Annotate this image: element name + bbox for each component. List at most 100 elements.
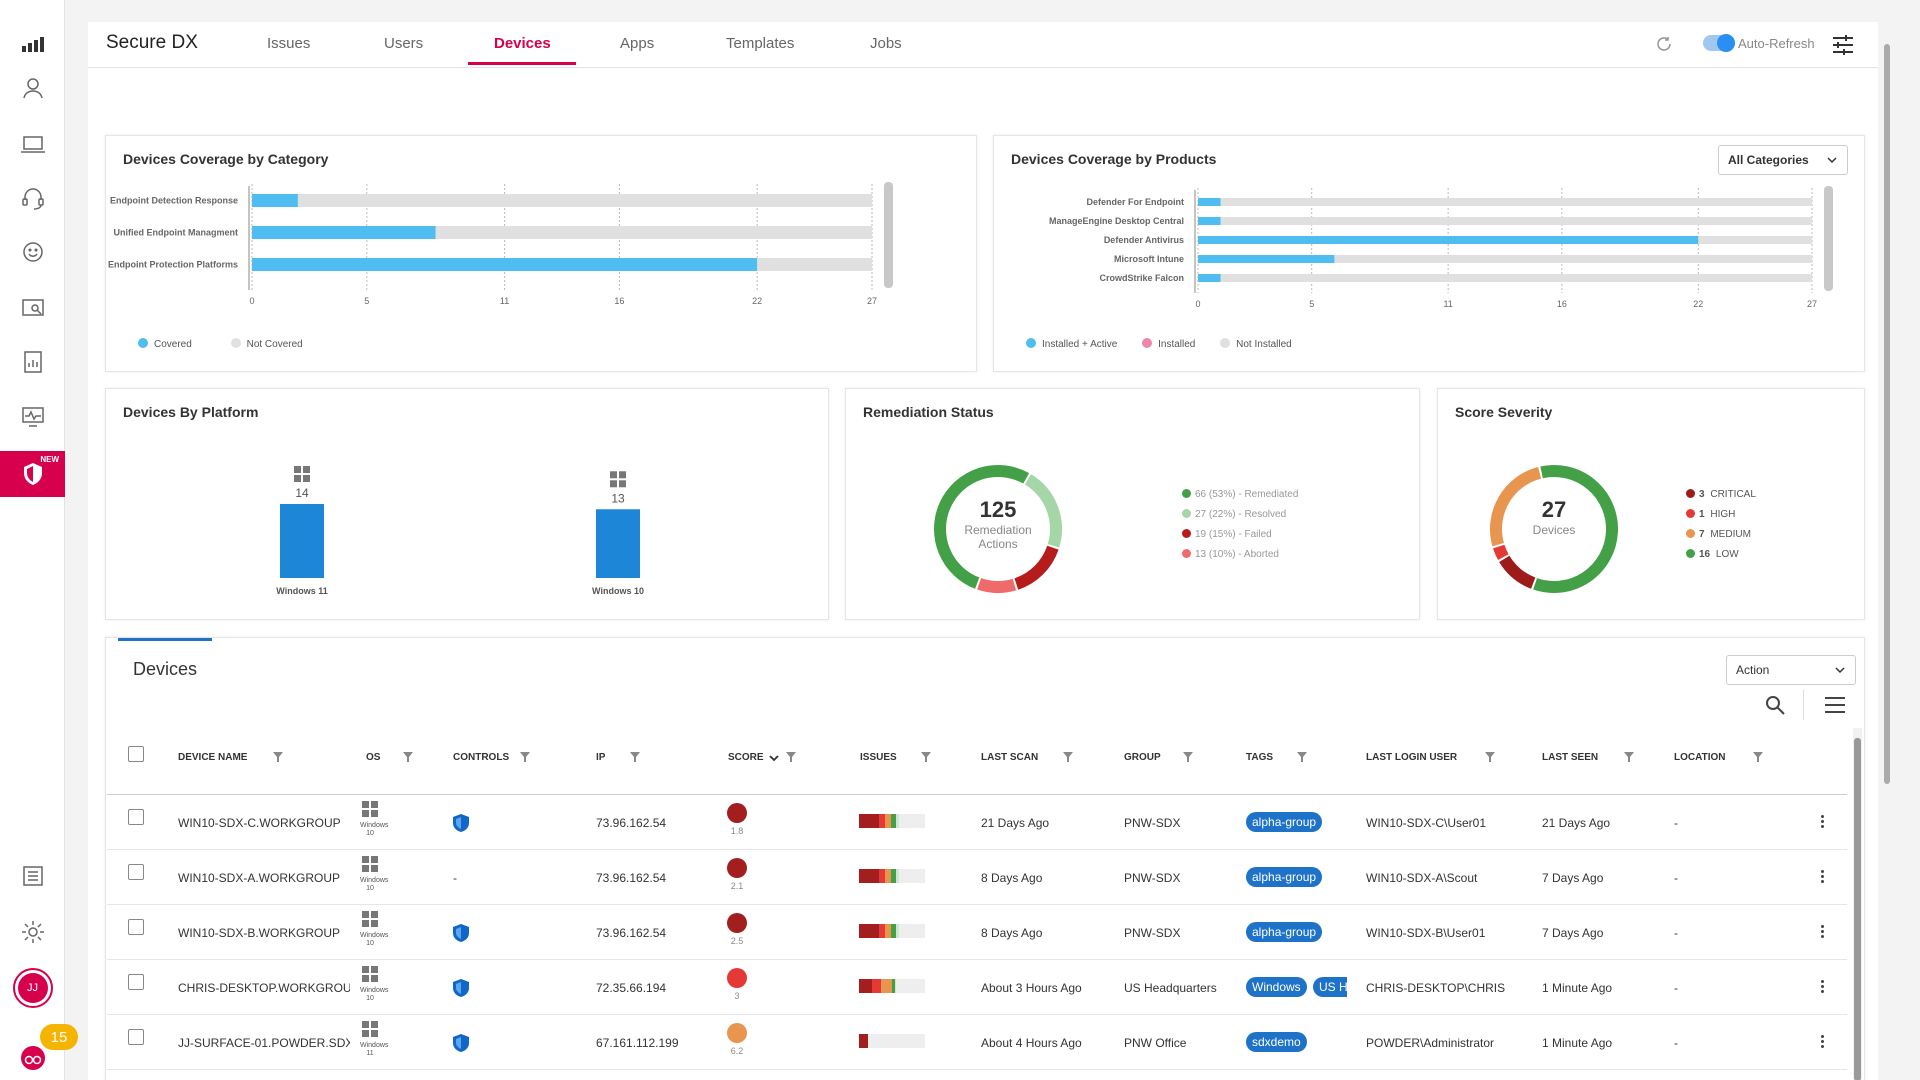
bar-not-covered <box>757 258 872 271</box>
left-rail: NEW JJ 15 <box>0 0 78 1080</box>
filter-icon[interactable] <box>1753 752 1763 762</box>
row-checkbox[interactable] <box>128 809 144 825</box>
severity-center-label: Devices <box>1532 523 1576 537</box>
issues-bar <box>859 869 925 883</box>
row-checkbox[interactable] <box>128 919 144 935</box>
row-checkbox[interactable] <box>128 864 144 880</box>
filter-icon[interactable] <box>1485 752 1495 762</box>
column-header-controls[interactable]: CONTROLS <box>453 752 510 763</box>
filter-icon[interactable] <box>630 752 640 762</box>
table-row[interactable]: JJ-SURFACE-01.POWDER.SDX Windows 11 67.16… <box>107 1015 1847 1070</box>
category-dropdown[interactable]: All Categories <box>1718 145 1848 175</box>
table-scrollbar[interactable] <box>1853 728 1862 1080</box>
tab-issues[interactable]: Issues <box>267 35 311 52</box>
row-checkbox[interactable] <box>128 974 144 990</box>
device-name[interactable]: JJ-SURFACE-01.POWDER.SDX <box>178 1036 350 1050</box>
signal-icon[interactable] <box>0 22 65 66</box>
table-row[interactable]: CHRIS-DESKTOP.WORKGROUP Windows 10 72.35.… <box>107 960 1847 1015</box>
report-icon[interactable] <box>0 340 65 384</box>
row-checkbox[interactable] <box>128 1029 144 1045</box>
headset-icon[interactable] <box>0 176 65 220</box>
user-icon[interactable] <box>0 66 65 110</box>
row-more-options-icon[interactable] <box>1821 870 1825 884</box>
user-avatar[interactable]: JJ <box>0 966 65 1010</box>
score-value: 6.2 <box>730 1046 744 1056</box>
tab-templates[interactable]: Templates <box>726 35 795 52</box>
row-more-options-icon[interactable] <box>1821 1035 1825 1049</box>
row-more-options-icon[interactable] <box>1821 925 1825 939</box>
column-header-tags[interactable]: TAGS <box>1246 752 1274 763</box>
tab-users[interactable]: Users <box>384 35 424 52</box>
tab-devices[interactable]: Devices <box>494 35 551 52</box>
device-name[interactable]: CHRIS-DESKTOP.WORKGROUP <box>178 981 350 995</box>
filter-icon[interactable] <box>1183 752 1193 762</box>
filter-icon[interactable] <box>1624 752 1634 762</box>
user-search-icon[interactable] <box>0 286 65 330</box>
device-name[interactable]: WIN10-SDX-B.WORKGROUP <box>178 926 341 940</box>
smiley-icon[interactable] <box>0 230 65 274</box>
column-header-ip[interactable]: IP <box>596 752 606 763</box>
x-tick-label: 11 <box>1443 299 1452 309</box>
issues-segment <box>878 814 886 828</box>
column-header-last-seen[interactable]: LAST SEEN <box>1542 752 1599 763</box>
auto-refresh-toggle[interactable] <box>1703 34 1735 52</box>
tag-chip[interactable]: alpha-group <box>1246 812 1323 832</box>
page-scrollbar[interactable] <box>1882 44 1892 1080</box>
column-header-device-name[interactable]: DEVICE NAME <box>178 752 248 763</box>
sliders-icon[interactable] <box>1830 32 1856 58</box>
column-header-score[interactable]: SCORE <box>728 752 764 763</box>
severity-legend-item: 16 LOW <box>1686 549 1756 569</box>
last-login-user: CHRIS-DESKTOP\CHRIS <box>1366 981 1506 995</box>
score-indicator <box>727 968 747 988</box>
table-row[interactable]: WIN10-SDX-A.WORKGROUP Windows 10 - 73.96.1… <box>107 850 1847 905</box>
column-header-last-scan[interactable]: LAST SCAN <box>981 752 1039 763</box>
defender-shield-icon <box>453 979 469 997</box>
filter-icon[interactable] <box>921 752 931 762</box>
filter-icon[interactable] <box>403 752 413 762</box>
filter-icon[interactable] <box>520 752 530 762</box>
filter-icon[interactable] <box>1063 752 1073 762</box>
column-header-os[interactable]: OS <box>366 752 381 763</box>
device-name[interactable]: WIN10-SDX-C.WORKGROUP <box>178 816 341 830</box>
list-icon[interactable] <box>0 854 65 898</box>
device-name[interactable]: WIN10-SDX-A.WORKGROUP <box>178 871 341 885</box>
filter-icon[interactable] <box>1297 752 1307 762</box>
tab-jobs[interactable]: Jobs <box>870 35 902 52</box>
refresh-icon[interactable] <box>1655 35 1673 53</box>
secure-dx-nav[interactable]: NEW <box>0 451 65 497</box>
search-icon[interactable] <box>1764 694 1786 716</box>
tag-chip[interactable]: sdxdemo <box>1246 1032 1307 1052</box>
laptop-icon[interactable] <box>0 122 65 166</box>
platform-bar-label: Windows 11 <box>276 586 327 596</box>
app-logo-icon[interactable] <box>0 1036 65 1080</box>
select-all-checkbox[interactable] <box>128 746 144 762</box>
column-header-issues[interactable]: ISSUES <box>860 752 897 763</box>
table-row[interactable]: WIN10-SDX-C.WORKGROUP Windows 10 73.96.16… <box>107 795 1847 850</box>
last-seen: 1 Minute Ago <box>1542 981 1613 995</box>
notification-badge[interactable]: 15 <box>40 1024 78 1050</box>
tag-chip[interactable]: alpha-group <box>1246 867 1323 887</box>
row-more-options-icon[interactable] <box>1821 980 1825 994</box>
tab-apps[interactable]: Apps <box>620 35 655 52</box>
column-header-group[interactable]: GROUP <box>1124 752 1161 763</box>
defender-shield-icon <box>453 814 469 832</box>
tag-chip[interactable]: alpha-group <box>1246 922 1323 942</box>
sort-desc-icon[interactable] <box>769 753 779 763</box>
remediation-status-card: Remediation Status 125 Remediation Actio… <box>845 388 1420 620</box>
menu-icon[interactable] <box>1824 694 1846 716</box>
gear-icon[interactable] <box>0 910 65 954</box>
issues-segment <box>890 869 896 883</box>
tag-chip[interactable]: Windows <box>1246 977 1307 997</box>
filter-icon[interactable] <box>786 752 796 762</box>
table-row[interactable]: WIN10-SDX-B.WORKGROUP Windows 10 73.96.16… <box>107 905 1847 960</box>
category-label: Endpoint Detection Response <box>110 196 238 206</box>
column-header-last-login-user[interactable]: LAST LOGIN USER <box>1366 752 1458 763</box>
auto-refresh-label: Auto-Refresh <box>1738 36 1815 51</box>
action-dropdown[interactable]: Action <box>1726 655 1856 685</box>
row-more-options-icon[interactable] <box>1821 815 1825 829</box>
filter-icon[interactable] <box>273 752 283 762</box>
monitor-pulse-icon[interactable] <box>0 394 65 438</box>
tag-chip[interactable]: US HQ <box>1313 977 1347 997</box>
issues-segment <box>878 869 886 883</box>
column-header-location[interactable]: LOCATION <box>1674 752 1726 763</box>
